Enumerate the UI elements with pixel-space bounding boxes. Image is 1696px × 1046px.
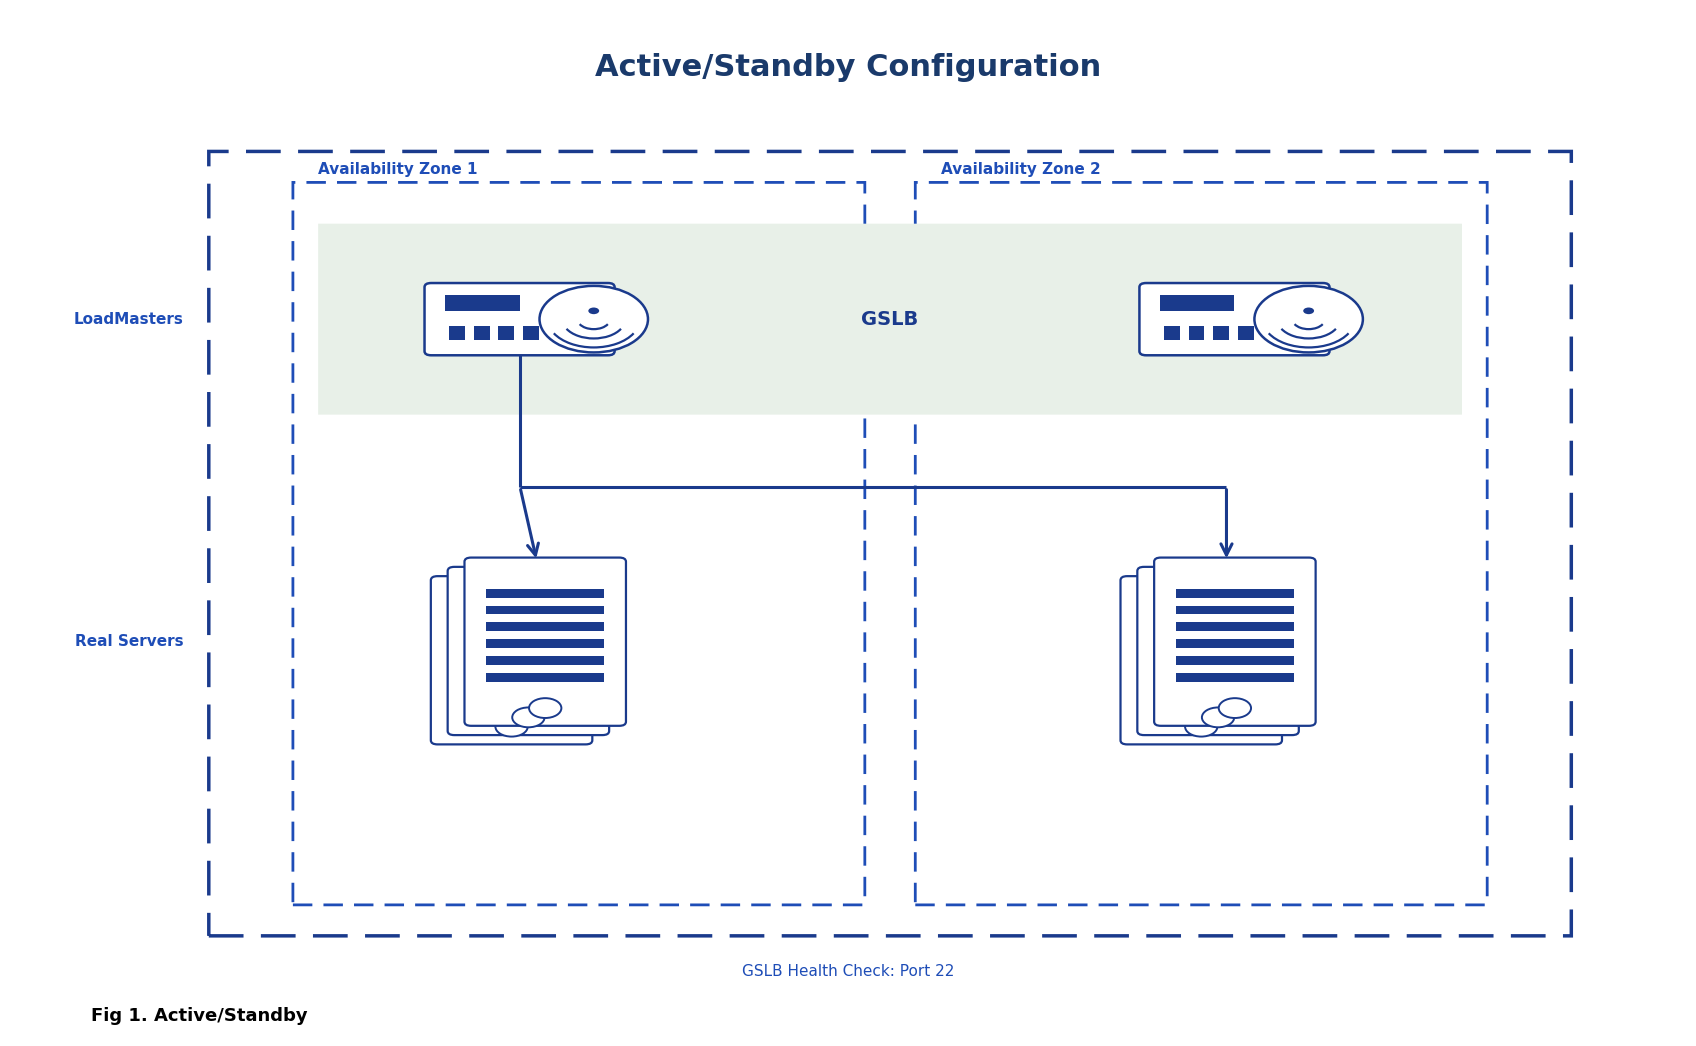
Text: Availability Zone 1: Availability Zone 1 <box>319 162 478 177</box>
FancyBboxPatch shape <box>465 558 626 726</box>
Bar <box>1213 325 1230 340</box>
Bar <box>1175 589 1294 597</box>
Circle shape <box>1186 717 1218 736</box>
FancyBboxPatch shape <box>431 576 592 745</box>
Bar <box>522 325 539 340</box>
Bar <box>1175 606 1294 614</box>
Bar <box>449 325 465 340</box>
Text: Real Servers: Real Servers <box>75 634 183 650</box>
Bar <box>470 615 587 623</box>
Circle shape <box>1303 308 1314 314</box>
Bar <box>1175 639 1294 649</box>
Bar <box>1141 641 1260 650</box>
Bar <box>1189 325 1204 340</box>
FancyBboxPatch shape <box>1140 283 1330 356</box>
Bar <box>487 639 604 649</box>
FancyBboxPatch shape <box>1155 558 1316 726</box>
Text: GSLB Health Check: Port 22: GSLB Health Check: Port 22 <box>741 964 955 979</box>
Bar <box>453 641 572 650</box>
Circle shape <box>539 286 648 353</box>
Bar <box>1158 615 1277 623</box>
Bar <box>453 691 572 700</box>
Bar <box>473 325 490 340</box>
FancyBboxPatch shape <box>448 567 609 735</box>
Circle shape <box>529 698 561 718</box>
Bar <box>453 624 572 633</box>
Bar <box>1141 608 1260 616</box>
Text: Active/Standby Configuration: Active/Standby Configuration <box>595 53 1101 83</box>
Bar <box>487 622 604 632</box>
Bar <box>470 682 587 691</box>
Text: LoadMasters: LoadMasters <box>73 312 183 326</box>
Bar <box>487 589 604 597</box>
Circle shape <box>1255 286 1364 353</box>
Bar <box>453 675 572 683</box>
Circle shape <box>512 707 544 727</box>
Circle shape <box>495 717 527 736</box>
Bar <box>1163 325 1180 340</box>
Bar <box>1158 598 1277 607</box>
Bar <box>1175 622 1294 632</box>
Bar <box>470 598 587 607</box>
Bar <box>1175 673 1294 682</box>
FancyBboxPatch shape <box>424 283 614 356</box>
Circle shape <box>589 308 599 314</box>
Bar <box>1158 665 1277 675</box>
Text: Fig 1. Active/Standby: Fig 1. Active/Standby <box>92 1007 307 1025</box>
FancyBboxPatch shape <box>1121 576 1282 745</box>
Bar <box>1141 675 1260 683</box>
FancyBboxPatch shape <box>1138 567 1299 735</box>
Bar <box>1141 658 1260 666</box>
Circle shape <box>1219 698 1252 718</box>
Text: GSLB: GSLB <box>862 310 919 328</box>
Bar <box>1175 656 1294 665</box>
Bar <box>1141 624 1260 633</box>
Bar <box>470 649 587 657</box>
Circle shape <box>1202 707 1235 727</box>
Bar <box>487 673 604 682</box>
Bar <box>1158 632 1277 640</box>
Bar <box>453 608 572 616</box>
Bar <box>1158 682 1277 691</box>
Bar <box>487 606 604 614</box>
FancyBboxPatch shape <box>319 224 1462 414</box>
Bar <box>1238 325 1253 340</box>
Bar <box>470 632 587 640</box>
Bar <box>470 665 587 675</box>
Bar <box>446 295 519 312</box>
Bar <box>487 656 604 665</box>
Bar <box>1158 649 1277 657</box>
Bar <box>453 658 572 666</box>
Text: Availability Zone 2: Availability Zone 2 <box>941 162 1101 177</box>
Bar <box>1141 691 1260 700</box>
Bar <box>1160 295 1235 312</box>
Bar <box>499 325 514 340</box>
